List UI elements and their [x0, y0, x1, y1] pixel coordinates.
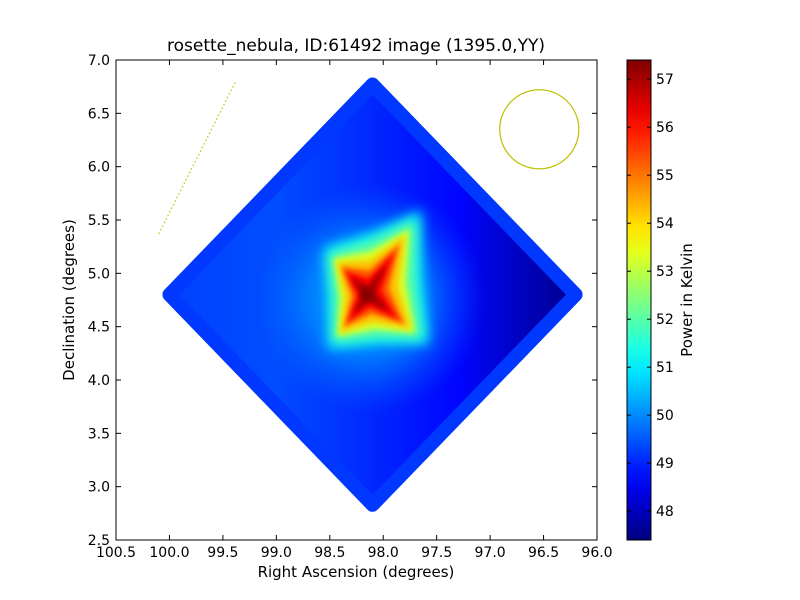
x-tick-label: 100.5 [96, 545, 136, 561]
chart-title: rosette_nebula, ID:61492 image (1395.0,Y… [167, 36, 545, 56]
x-tick-label: 99.5 [207, 545, 238, 561]
colorbar-tick-label: 55 [656, 168, 674, 184]
y-tick-label: 6.0 [88, 160, 110, 176]
colorbar-ticks: 48 49 50 51 52 53 54 55 56 57 [627, 72, 674, 520]
x-tick-label: 97.0 [475, 545, 506, 561]
emission-peak [360, 287, 375, 302]
dotted-line [158, 81, 237, 235]
x-tick-label: 96.5 [528, 545, 559, 561]
x-tick-label: 98.5 [314, 545, 345, 561]
colorbar-tick-label: 56 [656, 120, 674, 136]
y-tick-label: 5.5 [88, 213, 110, 229]
x-tick-label: 100.0 [149, 545, 189, 561]
x-axis-label: Right Ascension (degrees) [258, 563, 455, 581]
y-tick-label: 6.5 [88, 106, 110, 122]
y-tick-label: 3.5 [88, 426, 110, 442]
plot-frame [115, 59, 598, 541]
colorbar-tick-label: 49 [656, 456, 674, 472]
colorbar-tick-label: 52 [656, 312, 674, 328]
colorbar-tick-label: 53 [656, 264, 674, 280]
x-tick-label: 97.5 [421, 545, 452, 561]
beam-circle [499, 89, 580, 170]
y-tick-label: 7.0 [88, 53, 110, 69]
y-axis-label: Declination (degrees) [60, 219, 78, 381]
x-tick-label: 96.0 [581, 545, 612, 561]
y-tick-label: 4.5 [88, 320, 110, 336]
colorbar-label: Power in Kelvin [678, 243, 696, 357]
colorbar-tick-label: 51 [656, 360, 674, 376]
colorbar-tick-label: 50 [656, 408, 674, 424]
y-tick-label: 2.5 [88, 533, 110, 549]
colorbar [626, 59, 652, 541]
y-tick-label: 4.0 [88, 373, 110, 389]
colorbar-tick-label: 57 [656, 72, 674, 88]
heatmap-image [158, 77, 583, 512]
x-tick-label: 99.0 [261, 545, 292, 561]
x-tick-label: 98.0 [368, 545, 399, 561]
colorbar-tick-label: 54 [656, 216, 674, 232]
y-tick-label: 5.0 [88, 266, 110, 282]
y-tick-label: 3.0 [88, 480, 110, 496]
colorbar-tick-label: 48 [656, 504, 674, 520]
